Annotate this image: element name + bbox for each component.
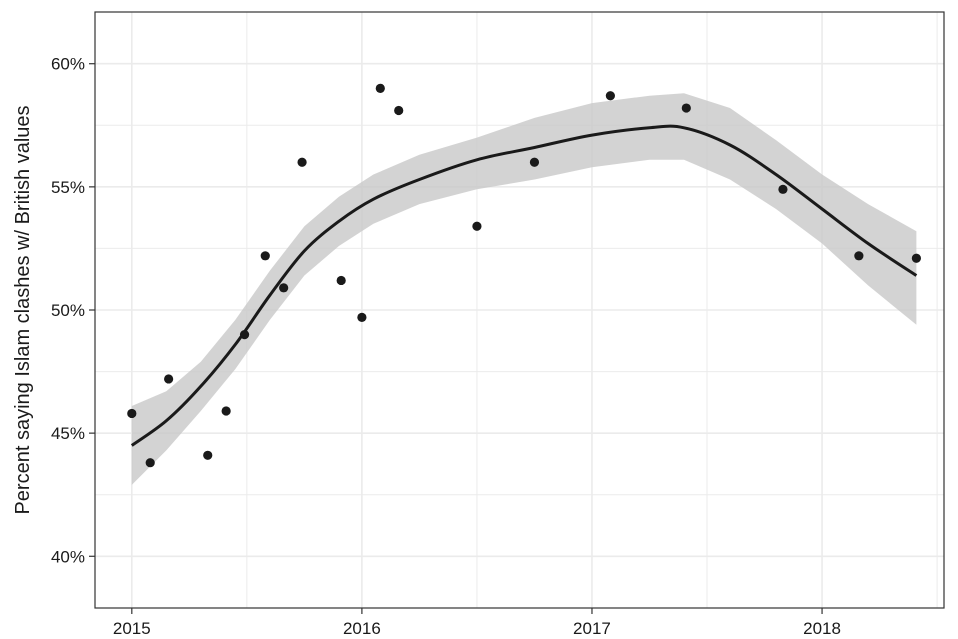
data-point [375, 83, 385, 93]
x-tick-label: 2016 [343, 619, 381, 638]
data-point [778, 184, 788, 194]
ribbon-layer [131, 93, 917, 485]
y-tick-label: 50% [51, 301, 85, 320]
data-point [203, 450, 213, 460]
data-point [297, 157, 307, 167]
data-point [472, 221, 482, 231]
data-point [145, 458, 155, 468]
data-point [221, 406, 231, 416]
data-point [279, 283, 289, 293]
line-layer [130, 124, 918, 447]
points-layer [127, 83, 921, 468]
grid-layer [95, 12, 944, 608]
data-point [336, 275, 346, 286]
y-axis-title: Percent saying Islam clashes w/ British … [12, 105, 34, 514]
y-tick-label: 40% [51, 547, 85, 566]
data-point [529, 157, 540, 167]
data-point [394, 105, 404, 116]
confidence-band [131, 93, 917, 485]
data-point [239, 330, 250, 340]
x-axis: 2015 2016 2017 2018 [113, 608, 841, 638]
data-point [357, 312, 367, 322]
y-tick-label: 60% [51, 55, 85, 74]
y-tick-label: 55% [51, 178, 85, 197]
trend-line [130, 124, 918, 447]
x-tick-label: 2018 [803, 619, 841, 638]
y-axis: 40% 45% 50% 55% 60% [51, 55, 95, 566]
data-point [605, 91, 615, 101]
data-point [260, 251, 270, 261]
data-point [164, 374, 174, 384]
x-tick-label: 2015 [113, 619, 151, 638]
data-point [854, 251, 864, 261]
x-tick-label: 2017 [573, 619, 611, 638]
data-point [681, 103, 691, 113]
data-point [127, 408, 137, 419]
data-point [911, 253, 921, 263]
y-tick-label: 45% [51, 424, 85, 443]
